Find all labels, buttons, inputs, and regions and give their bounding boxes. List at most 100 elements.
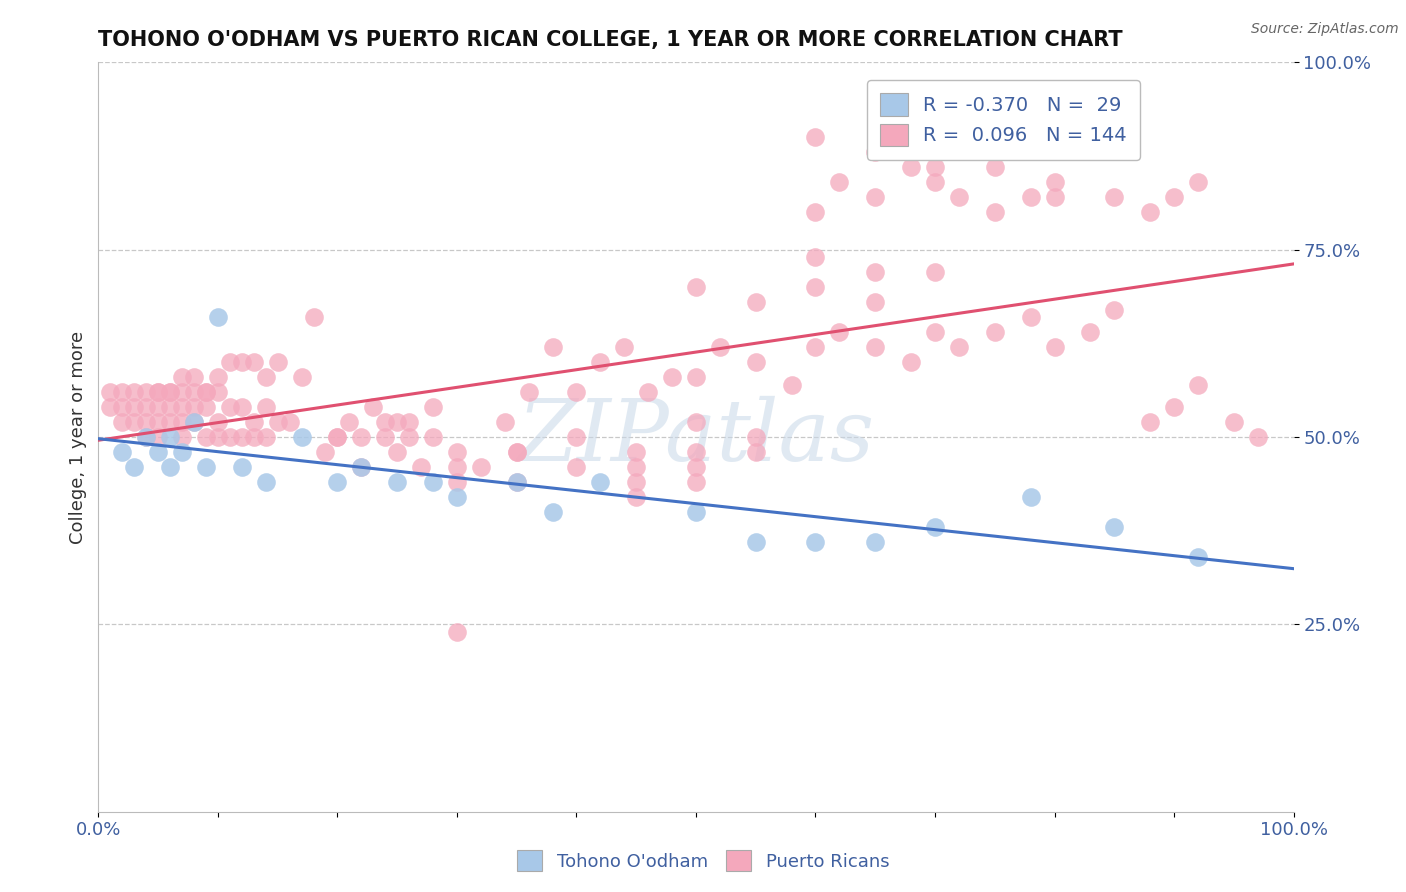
Point bbox=[159, 430, 181, 444]
Point bbox=[111, 400, 134, 414]
Point bbox=[626, 490, 648, 504]
Point bbox=[804, 280, 827, 294]
Point bbox=[231, 460, 253, 475]
Point bbox=[243, 430, 266, 444]
Point bbox=[506, 475, 529, 489]
Point bbox=[183, 400, 205, 414]
Text: Source: ZipAtlas.com: Source: ZipAtlas.com bbox=[1251, 22, 1399, 37]
Point bbox=[924, 161, 946, 175]
Point bbox=[804, 340, 827, 354]
Point bbox=[243, 355, 266, 369]
Point bbox=[1187, 377, 1209, 392]
Point bbox=[231, 430, 253, 444]
Point bbox=[148, 385, 170, 400]
Point bbox=[506, 445, 529, 459]
Point bbox=[422, 430, 444, 444]
Point bbox=[446, 490, 468, 504]
Point bbox=[1043, 190, 1066, 204]
Point bbox=[183, 415, 205, 429]
Point bbox=[541, 505, 564, 519]
Point bbox=[291, 430, 314, 444]
Point bbox=[685, 505, 707, 519]
Point bbox=[148, 430, 170, 444]
Point bbox=[900, 355, 922, 369]
Point bbox=[111, 415, 134, 429]
Point bbox=[685, 280, 707, 294]
Point bbox=[135, 400, 157, 414]
Point bbox=[135, 430, 157, 444]
Point bbox=[745, 430, 768, 444]
Point bbox=[385, 475, 409, 489]
Point bbox=[159, 385, 181, 400]
Point bbox=[172, 430, 194, 444]
Point bbox=[231, 355, 253, 369]
Point bbox=[124, 460, 146, 475]
Point bbox=[98, 400, 122, 414]
Point bbox=[1139, 205, 1161, 219]
Point bbox=[984, 161, 1007, 175]
Point bbox=[326, 475, 349, 489]
Point bbox=[685, 475, 707, 489]
Point bbox=[267, 415, 290, 429]
Point bbox=[565, 430, 588, 444]
Point bbox=[709, 340, 731, 354]
Point bbox=[613, 340, 636, 354]
Y-axis label: College, 1 year or more: College, 1 year or more bbox=[69, 331, 87, 543]
Point bbox=[828, 325, 851, 339]
Point bbox=[506, 445, 529, 459]
Point bbox=[589, 475, 612, 489]
Point bbox=[924, 175, 946, 189]
Point bbox=[398, 415, 420, 429]
Point bbox=[148, 445, 170, 459]
Point bbox=[148, 400, 170, 414]
Point bbox=[626, 460, 648, 475]
Point bbox=[804, 250, 827, 264]
Point bbox=[111, 385, 134, 400]
Point bbox=[124, 415, 146, 429]
Point bbox=[745, 535, 768, 549]
Point bbox=[254, 430, 277, 444]
Point bbox=[339, 415, 361, 429]
Point bbox=[148, 415, 170, 429]
Point bbox=[865, 145, 887, 160]
Point bbox=[385, 415, 409, 429]
Point bbox=[900, 161, 922, 175]
Point bbox=[661, 370, 683, 384]
Point bbox=[745, 295, 768, 310]
Point bbox=[207, 385, 229, 400]
Point bbox=[385, 445, 409, 459]
Point bbox=[565, 385, 588, 400]
Point bbox=[804, 130, 827, 145]
Point bbox=[1187, 175, 1209, 189]
Point bbox=[374, 430, 396, 444]
Point bbox=[1043, 175, 1066, 189]
Point bbox=[1247, 430, 1270, 444]
Point bbox=[446, 624, 468, 639]
Point bbox=[195, 385, 218, 400]
Point bbox=[207, 370, 229, 384]
Point bbox=[172, 370, 194, 384]
Point bbox=[363, 400, 385, 414]
Point bbox=[470, 460, 492, 475]
Legend: Tohono O'odham, Puerto Ricans: Tohono O'odham, Puerto Ricans bbox=[509, 843, 897, 879]
Point bbox=[124, 400, 146, 414]
Point bbox=[745, 355, 768, 369]
Point bbox=[302, 310, 325, 325]
Point bbox=[865, 340, 887, 354]
Point bbox=[1019, 310, 1042, 325]
Point bbox=[124, 385, 146, 400]
Point bbox=[350, 430, 373, 444]
Point bbox=[326, 430, 349, 444]
Point bbox=[745, 445, 768, 459]
Point bbox=[135, 415, 157, 429]
Point bbox=[1163, 190, 1185, 204]
Point bbox=[398, 430, 420, 444]
Point bbox=[243, 415, 266, 429]
Point bbox=[291, 370, 314, 384]
Point bbox=[804, 535, 827, 549]
Point bbox=[1187, 549, 1209, 564]
Point bbox=[411, 460, 433, 475]
Point bbox=[159, 400, 181, 414]
Point bbox=[350, 460, 373, 475]
Point bbox=[254, 475, 277, 489]
